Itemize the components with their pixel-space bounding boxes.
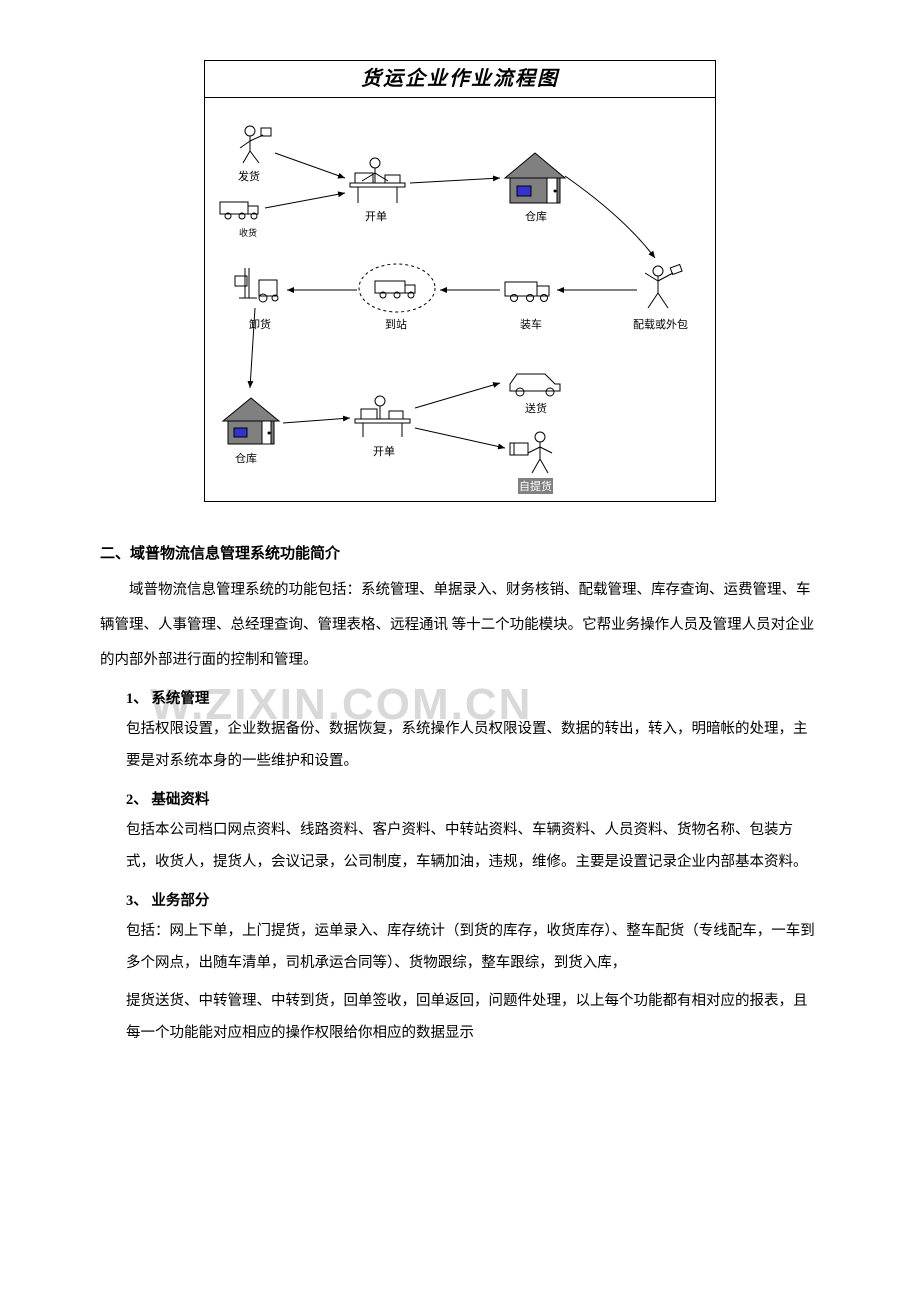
- item-3-heading: 3、 业务部分: [126, 889, 820, 910]
- section-2-intro: 域普物流信息管理系统的功能包括：系统管理、单据录入、财务核销、配载管理、库存查询…: [100, 573, 820, 677]
- item-1-heading: 1、 系统管理: [126, 687, 820, 708]
- item-3-title: 业务部分: [151, 893, 209, 909]
- node-label-xiehuo: 卸货: [249, 316, 271, 332]
- item-2-heading: 2、 基础资料: [126, 788, 820, 809]
- node-label-fahu: 发货: [238, 168, 260, 184]
- item-1-num: 1: [126, 691, 133, 707]
- item-2-body: 包括本公司档口网点资料、线路资料、客户资料、中转站资料、车辆资料、人员资料、货物…: [126, 815, 820, 879]
- node-label-zitihuo: 自提货: [518, 478, 553, 494]
- flowchart-svg: [205, 98, 715, 502]
- item-3-num: 3: [126, 893, 133, 909]
- item-1-title: 系统管理: [151, 691, 209, 707]
- node-label-daozhan: 到站: [385, 316, 407, 332]
- node-label-kaidan2: 开单: [373, 443, 395, 459]
- item-3-body2: 提货送货、中转管理、中转到货，回单签收，回单返回，问题件处理，以上每个功能都有相…: [126, 986, 820, 1050]
- item-3-body: 包括：网上下单，上门提货，运单录入、库存统计（到货的库存，收货库存）、整车配货（…: [126, 916, 820, 980]
- item-1-body: 包括权限设置，企业数据备份、数据恢复，系统操作人员权限设置、数据的转出，转入，明…: [126, 714, 820, 778]
- node-label-cangku2: 仓库: [235, 450, 257, 466]
- node-label-songhuo: 送货: [525, 400, 547, 416]
- node-label-zhuangche: 装车: [520, 316, 542, 332]
- item-2-num: 2: [126, 792, 133, 808]
- document-page: 货运企业作业流程图: [0, 60, 920, 1050]
- flowchart-title: 货运企业作业流程图: [205, 61, 715, 98]
- item-2-title: 基础资料: [151, 792, 209, 808]
- node-label-cangku1: 仓库: [525, 208, 547, 224]
- node-label-shouhuo: 收货: [239, 226, 257, 239]
- node-label-kaidan1: 开单: [365, 208, 387, 224]
- section-2-heading: 二、域普物流信息管理系统功能简介: [100, 542, 820, 563]
- flowchart-container: 货运企业作业流程图: [204, 60, 716, 502]
- body-content: 二、域普物流信息管理系统功能简介 域普物流信息管理系统的功能包括：系统管理、单据…: [100, 542, 820, 1050]
- node-label-peizai: 配载或外包: [633, 316, 688, 332]
- flowchart-canvas: 发货 收货 开单 仓库 配载或外包 装车 到站 卸货 仓库 开单 送货 自提货: [205, 98, 715, 502]
